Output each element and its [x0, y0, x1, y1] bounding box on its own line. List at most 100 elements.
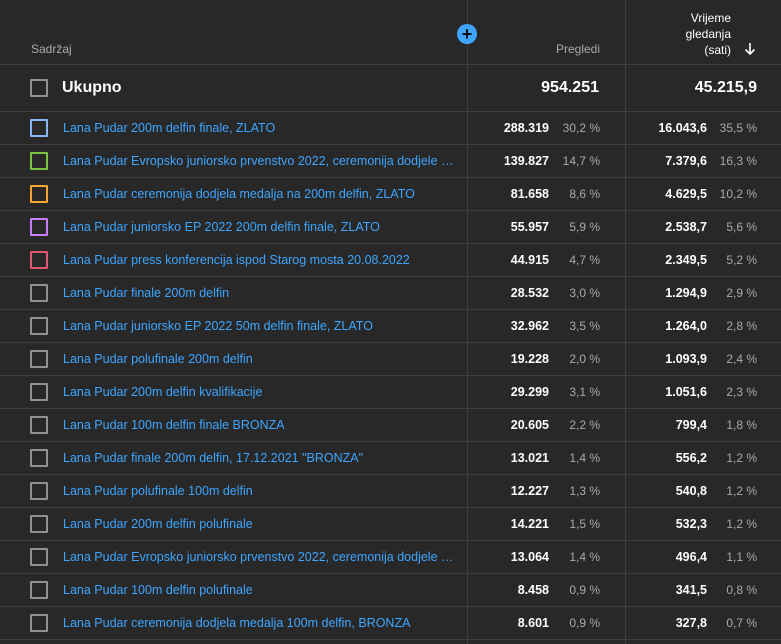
video-title-link[interactable]: Lana Pudar finale 200m delfin [63, 286, 230, 300]
table-row: Lana Pudar 100m delfin polufinale 8.458 0,… [0, 574, 781, 607]
row-watch-time: 799,4 [675, 418, 707, 432]
row-checkbox[interactable] [30, 317, 48, 335]
watch-time-header-line: gledanja [685, 27, 731, 41]
row-views: 14.221 [510, 517, 549, 531]
views-column-header[interactable]: Pregledi [555, 42, 600, 56]
video-title-link[interactable]: Lana Pudar polufinale 200m delfin [63, 352, 253, 366]
row-watch-time-percent: 2,8 % [726, 319, 757, 333]
row-views: 44.915 [510, 253, 549, 267]
row-checkbox[interactable] [30, 185, 48, 203]
row-watch-time-percent: 16,3 % [719, 154, 757, 168]
row-watch-time-percent: 5,6 % [726, 220, 757, 234]
row-watch-time: 16.043,6 [658, 121, 707, 135]
row-watch-time: 1.294,9 [665, 286, 707, 300]
row-views: 13.021 [510, 451, 549, 465]
table-row: Lana Pudar press konferencija ispod Star… [0, 244, 781, 277]
video-title-link[interactable]: Lana Pudar 200m delfin polufinale [63, 517, 253, 531]
row-views-percent: 3,1 % [569, 385, 600, 399]
table-row: Lana Pudar 200m delfin polufinale 14.221 1… [0, 508, 781, 541]
video-title-link[interactable]: Lana Pudar finale 200m delfin, 17.12.202… [63, 451, 364, 465]
row-watch-time: 7.379,6 [665, 154, 707, 168]
row-watch-time: 496,4 [675, 550, 707, 564]
table-row: Lana Pudar polufinale 100m delfin 12.227 1… [0, 475, 781, 508]
row-checkbox[interactable] [30, 548, 48, 566]
row-checkbox[interactable] [30, 119, 48, 137]
row-watch-time: 1.051,6 [665, 385, 707, 399]
row-watch-time-percent: 35,5 % [719, 121, 757, 135]
row-watch-time-percent: 1,1 % [726, 550, 757, 564]
table-row: Lana Pudar ceremonija dodjela medalja na… [0, 178, 781, 211]
table-row: Lana Pudar juniorsko EP 2022 200m delfin… [0, 211, 781, 244]
row-checkbox[interactable] [30, 482, 48, 500]
row-views: 139.827 [503, 154, 549, 168]
row-watch-time: 327,8 [675, 616, 707, 630]
row-watch-time-percent: 1,8 % [726, 418, 757, 432]
watch-time-header-line: Vrijeme [690, 11, 731, 25]
row-checkbox[interactable] [30, 218, 48, 236]
row-watch-time-percent: 10,2 % [719, 187, 757, 201]
row-views-percent: 14,7 % [562, 154, 600, 168]
video-title-link[interactable]: Lana Pudar press konferencija ispod Star… [63, 253, 410, 267]
row-checkbox[interactable] [30, 251, 48, 269]
row-watch-time: 540,8 [675, 484, 707, 498]
row-checkbox[interactable] [30, 515, 48, 533]
row-checkbox[interactable] [30, 152, 48, 170]
row-views: 12.227 [510, 484, 549, 498]
row-views: 288.319 [503, 121, 549, 135]
row-views-percent: 8,6 % [569, 187, 600, 201]
row-watch-time: 2.538,7 [665, 220, 707, 234]
row-views: 81.658 [510, 187, 549, 201]
row-watch-time-percent: 2,4 % [726, 352, 757, 366]
video-title-link[interactable]: Lana Pudar Evropsko juniorsko prvenstvo … [63, 550, 461, 564]
row-views: 8.458 [517, 583, 549, 597]
video-title-link[interactable]: Lana Pudar ceremonija dodjela medalja 10… [63, 616, 411, 630]
row-views: 20.605 [510, 418, 549, 432]
row-watch-time-percent: 5,2 % [726, 253, 757, 267]
video-title-link[interactable]: Lana Pudar 100m delfin polufinale [63, 583, 253, 597]
row-checkbox[interactable] [30, 581, 48, 599]
video-title-link[interactable]: Lana Pudar 200m delfin finale, ZLATO [63, 121, 276, 135]
video-title-link[interactable]: Lana Pudar juniorsko EP 2022 200m delfin… [63, 220, 380, 234]
table-row: Lana Pudar polufinale 200m delfin 19.228 2… [0, 343, 781, 376]
watch-time-column-header[interactable]: Vrijeme gledanja (sati) [641, 10, 731, 58]
table-row: Lana Pudar juniorsko EP 2022 50m delfin … [0, 310, 781, 343]
video-title-link[interactable]: Lana Pudar juniorsko EP 2022 50m delfin … [63, 319, 373, 333]
row-views-percent: 3,5 % [569, 319, 600, 333]
total-watch-time: 45.215,9 [694, 79, 757, 96]
row-views-percent: 5,9 % [569, 220, 600, 234]
video-title-link[interactable]: Lana Pudar 200m delfin kvalifikacije [63, 385, 263, 399]
total-checkbox[interactable] [30, 79, 48, 97]
row-checkbox[interactable] [30, 614, 48, 632]
row-checkbox[interactable] [30, 416, 48, 434]
table-row: Lana Pudar finale 200m delfin, 17.12.202… [0, 442, 781, 475]
add-column-button[interactable]: + [457, 24, 477, 44]
row-checkbox[interactable] [30, 383, 48, 401]
video-title-link[interactable]: Lana Pudar 100m delfin finale BRONZA [63, 418, 285, 432]
row-views: 55.957 [510, 220, 549, 234]
row-views: 29.299 [510, 385, 549, 399]
sort-descending-icon[interactable] [743, 42, 757, 56]
column-divider [467, 0, 468, 644]
video-title-link[interactable]: Lana Pudar polufinale 100m delfin [63, 484, 253, 498]
row-watch-time-percent: 0,8 % [726, 583, 757, 597]
row-checkbox[interactable] [30, 449, 48, 467]
row-watch-time: 532,3 [675, 517, 707, 531]
row-views-percent: 2,2 % [569, 418, 600, 432]
row-views: 28.532 [510, 286, 549, 300]
table-row: Lana Pudar finale 200m delfin 28.532 3,0 %… [0, 277, 781, 310]
video-title-link[interactable]: Lana Pudar ceremonija dodjela medalja na… [63, 187, 415, 201]
table-row: Lana Pudar Evropsko juniorsko prvenstvo … [0, 541, 781, 574]
row-views-percent: 1,4 % [569, 451, 600, 465]
row-views-percent: 0,9 % [569, 616, 600, 630]
video-title-link[interactable]: Lana Pudar Evropsko juniorsko prvenstvo … [63, 154, 461, 168]
row-views-percent: 4,7 % [569, 253, 600, 267]
row-views-percent: 1,5 % [569, 517, 600, 531]
table-header: Sadržaj + Pregledi Vrijeme gledanja (sat… [0, 0, 781, 65]
row-views-percent: 3,0 % [569, 286, 600, 300]
row-checkbox[interactable] [30, 284, 48, 302]
content-column-header[interactable]: Sadržaj [31, 42, 72, 56]
row-watch-time: 556,2 [675, 451, 707, 465]
table-row: Lana Pudar 200m delfin kvalifikacije 29.2… [0, 376, 781, 409]
watch-time-header-line: (sati) [704, 43, 731, 57]
row-checkbox[interactable] [30, 350, 48, 368]
